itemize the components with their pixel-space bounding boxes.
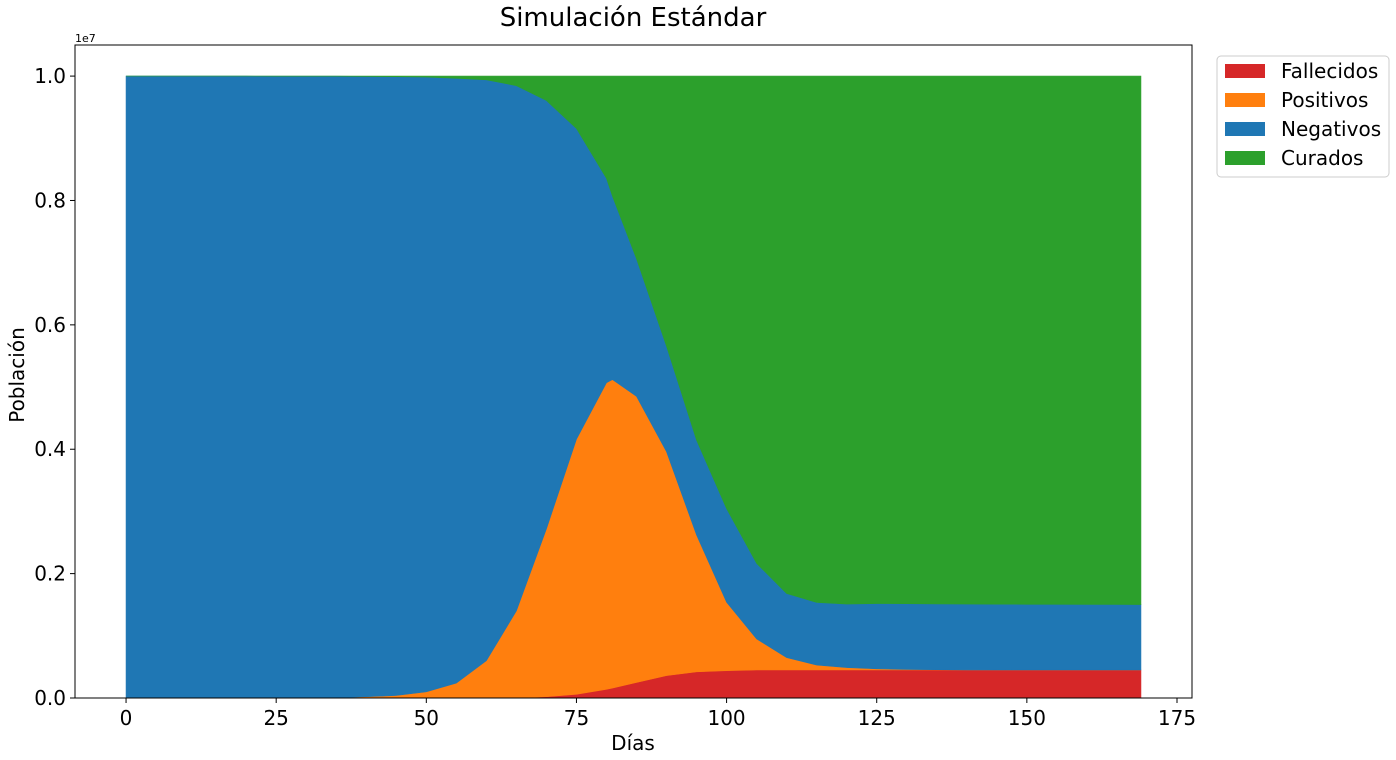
y-tick-label: 0.8: [34, 188, 66, 212]
x-tick-label: 150: [1008, 706, 1046, 730]
y-tick-label: 0.0: [34, 686, 66, 710]
x-tick-label: 100: [707, 706, 745, 730]
x-tick-label: 25: [263, 706, 288, 730]
chart-title: Simulación Estándar: [500, 3, 767, 33]
legend: Fallecidos Positivos Negativos Curados: [1216, 55, 1390, 178]
x-tick-label: 50: [414, 706, 439, 730]
y-tick-label: 0.2: [34, 562, 66, 586]
y-tick-label: 0.6: [34, 313, 66, 337]
plot-areas: [125, 75, 1142, 699]
legend-swatch-negativos: [1225, 122, 1265, 136]
legend-label-curados: Curados: [1281, 146, 1363, 170]
x-tick-label: 125: [858, 706, 896, 730]
legend-label-positivos: Positivos: [1281, 88, 1368, 112]
legend-swatch-curados: [1225, 151, 1265, 165]
x-axis-ticks: 0 25 50 75 100 125 150 175: [120, 698, 1196, 730]
y-tick-label: 1.0: [34, 64, 66, 88]
y-tick-label: 0.4: [34, 437, 66, 461]
area-curados: [126, 75, 1142, 605]
legend-swatch-fallecidos: [1225, 64, 1265, 78]
x-axis-label: Días: [611, 731, 655, 755]
plot-frame: [74, 44, 1193, 699]
legend-label-negativos: Negativos: [1281, 117, 1381, 141]
legend-label-fallecidos: Fallecidos: [1281, 59, 1378, 83]
y-axis-ticks: 0.0 0.2 0.4 0.6 0.8 1.0: [34, 64, 75, 710]
x-tick-label: 75: [564, 706, 589, 730]
y-axis-label: Población: [5, 327, 29, 423]
legend-frame: [1216, 55, 1390, 178]
x-tick-label: 0: [120, 706, 133, 730]
y-offset-label: 1e7: [75, 32, 96, 45]
legend-swatch-positivos: [1225, 93, 1265, 107]
x-tick-label: 175: [1158, 706, 1196, 730]
